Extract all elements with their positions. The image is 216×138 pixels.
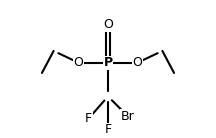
Text: O: O (103, 18, 113, 31)
Text: O: O (73, 56, 83, 69)
Text: O: O (133, 56, 143, 69)
Text: F: F (105, 123, 111, 136)
Text: F: F (85, 112, 92, 125)
Text: P: P (103, 56, 113, 69)
Text: Br: Br (121, 110, 135, 123)
